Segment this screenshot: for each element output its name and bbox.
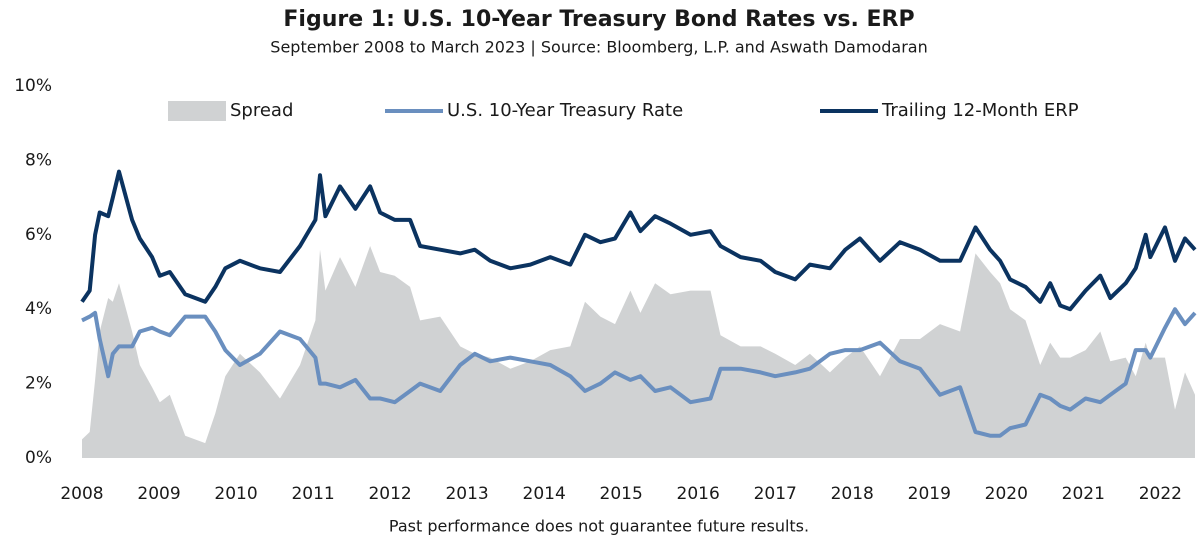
x-tick-label: 2017: [754, 484, 797, 504]
x-tick-label: 2013: [445, 484, 488, 504]
footnote: Past performance does not guarantee futu…: [389, 517, 809, 536]
y-tick-label: 8%: [25, 150, 52, 170]
chart-title: Figure 1: U.S. 10-Year Treasury Bond Rat…: [283, 7, 914, 32]
x-tick-label: 2018: [831, 484, 874, 504]
x-tick-label: 2016: [677, 484, 720, 504]
area: [82, 246, 1195, 458]
x-tick-label: 2019: [908, 484, 951, 504]
x-tick-label: 2020: [985, 484, 1028, 504]
legend-label: Trailing 12-Month ERP: [881, 100, 1079, 121]
x-tick-label: 2014: [523, 484, 566, 504]
y-tick-label: 6%: [25, 225, 52, 245]
legend-label: Spread: [230, 100, 293, 121]
x-tick-label: 2008: [60, 484, 103, 504]
y-tick-label: 4%: [25, 299, 52, 319]
x-tick-label: 2010: [214, 484, 257, 504]
line: [80, 169, 1197, 312]
y-tick-label: 0%: [25, 448, 52, 468]
y-tick-label: 2%: [25, 374, 52, 394]
x-tick-label: 2015: [600, 484, 643, 504]
x-tick-label: 2011: [291, 484, 334, 504]
y-tick-label: 10%: [14, 76, 52, 96]
x-tick-label: 2022: [1139, 484, 1182, 504]
line: [81, 307, 1197, 438]
legend-swatch: [168, 101, 226, 121]
x-tick-label: 2012: [368, 484, 411, 504]
x-tick-label: 2009: [137, 484, 180, 504]
legend-label: U.S. 10-Year Treasury Rate: [447, 100, 683, 121]
chart-subtitle: September 2008 to March 2023 | Source: B…: [270, 38, 927, 57]
x-tick-label: 2021: [1062, 484, 1105, 504]
